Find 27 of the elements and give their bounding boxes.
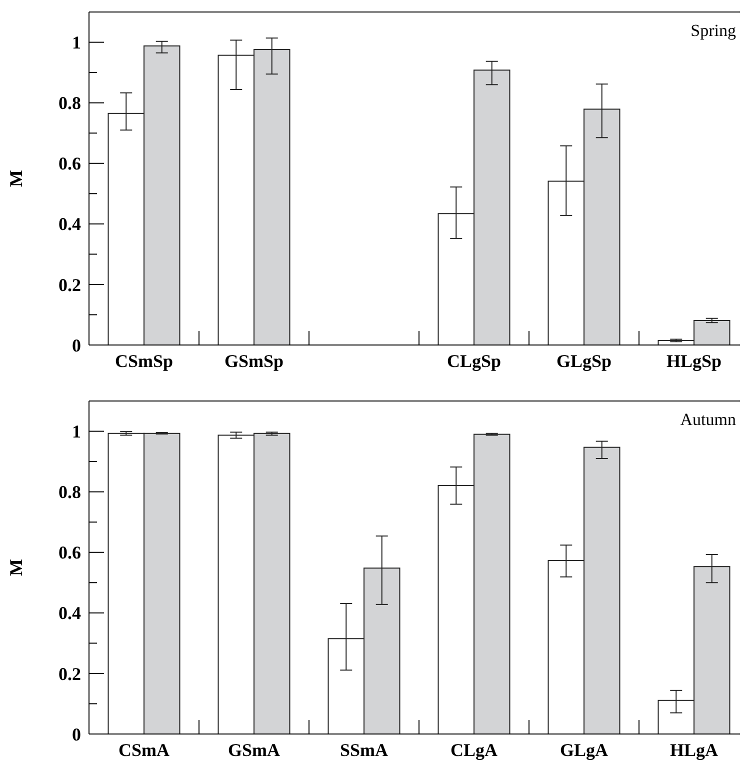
y-axis-title: M — [6, 559, 26, 576]
text: Spring — [690, 21, 736, 40]
y-tick-label: 0.6 — [58, 154, 81, 174]
y-tick-label: 0.2 — [58, 274, 81, 295]
y-tick-label: 1 — [72, 32, 81, 53]
x-tick-label: CLgA — [450, 740, 498, 760]
x-tick-label: SSmA — [340, 740, 388, 760]
y-axis-title: M — [6, 170, 26, 187]
y-tick-label: 1 — [72, 422, 81, 442]
x-tick-label: GLgSp — [556, 351, 612, 371]
y-tick-label: 0.2 — [58, 664, 81, 684]
y-tick-label: 0.8 — [58, 482, 81, 502]
y-tick-label: 0 — [72, 335, 81, 356]
y-tick-label: 0 — [72, 724, 81, 744]
text: Autumn — [680, 410, 736, 429]
x-tick-label: GSmSp — [224, 351, 284, 371]
y-tick-label: 0.4 — [58, 603, 81, 624]
y-tick-label: 0.4 — [58, 214, 81, 234]
x-tick-label: HLgSp — [666, 351, 722, 371]
x-tick-label: GLgA — [560, 740, 608, 760]
x-tick-label: HLgA — [670, 740, 718, 760]
y-tick-label: 0.6 — [58, 542, 81, 563]
y-tick-label: 0.8 — [58, 93, 81, 114]
x-tick-label: GSmA — [228, 740, 280, 760]
x-tick-label: CLgSp — [446, 351, 502, 371]
x-tick-label: CSmA — [118, 740, 170, 760]
x-tick-label: CSmSp — [114, 351, 174, 371]
